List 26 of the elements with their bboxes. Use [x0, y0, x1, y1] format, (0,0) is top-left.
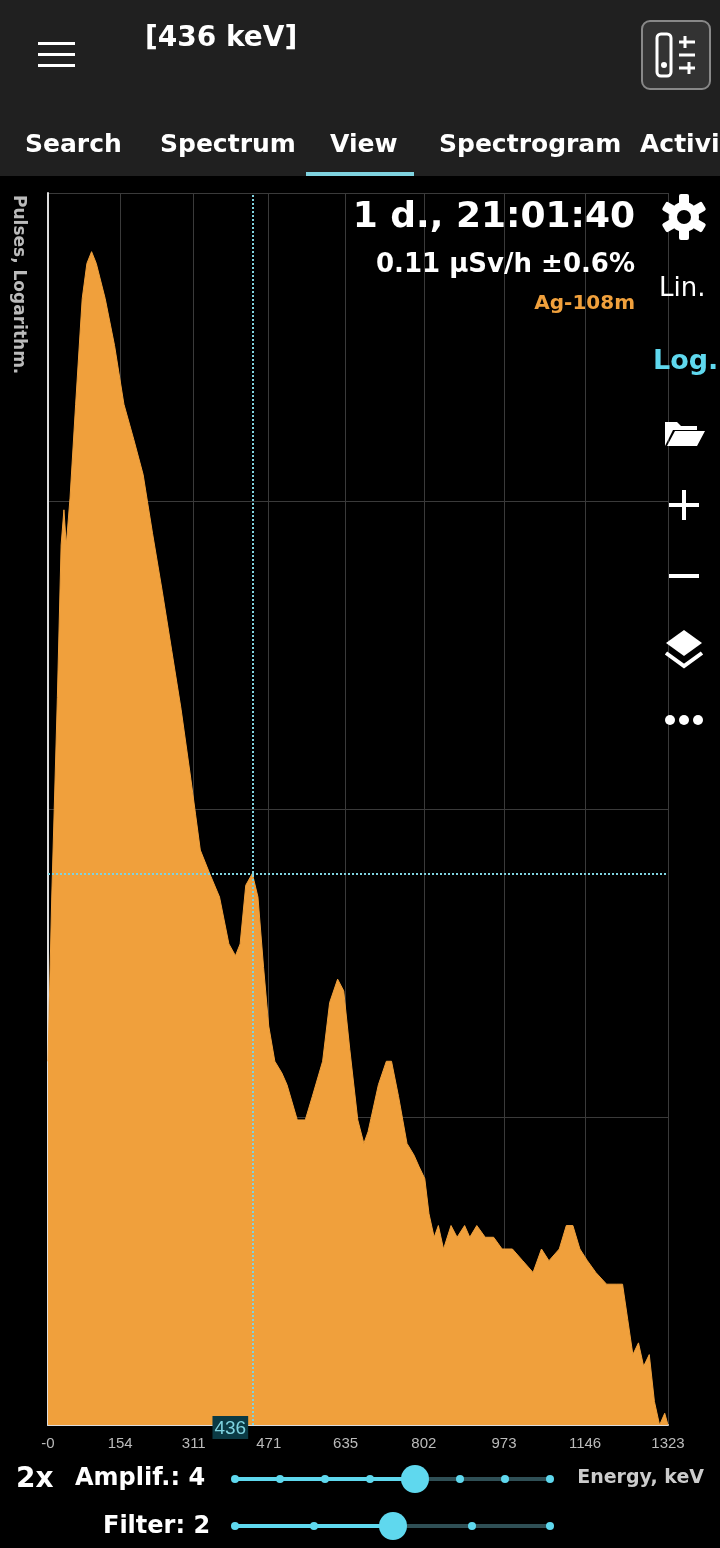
- annotation: Lin.: [659, 272, 706, 302]
- text: Amplif.: 4: [75, 1463, 206, 1491]
- x-axis-title: Energy, keV: [577, 1465, 704, 1487]
- x-tick-label: 471: [256, 1434, 282, 1451]
- annotation: Ag-108m: [534, 290, 635, 314]
- y-axis-title: Pulses, Logarithm.: [10, 195, 30, 375]
- text: Search: [25, 129, 122, 158]
- text: Activi: [640, 129, 720, 158]
- text: View: [330, 129, 398, 158]
- text: 1 d., 21:01:40: [352, 194, 635, 235]
- text: 2x: [16, 1461, 54, 1494]
- text: Spectrum: [160, 129, 296, 158]
- x-tick-label: 311: [181, 1434, 206, 1451]
- text: Spectrogram: [439, 129, 622, 158]
- text: Filter: 2: [103, 1511, 211, 1539]
- x-tick-label: 1146: [568, 1434, 602, 1451]
- annotation: Log.: [653, 344, 719, 375]
- chart-title: [436 keV]: [145, 20, 298, 53]
- x-tick-label: 1323: [651, 1434, 685, 1451]
- annotation: 0.11 µSv/h ±0.6%: [376, 248, 635, 278]
- x-tick-label: -0: [41, 1434, 55, 1451]
- x-tick-label: 154: [107, 1434, 133, 1451]
- x-tick-label: 635: [333, 1434, 359, 1451]
- x-tick-label: 802: [411, 1434, 437, 1451]
- ref-line-label: 436: [214, 1417, 247, 1438]
- x-tick-label: 973: [491, 1434, 517, 1451]
